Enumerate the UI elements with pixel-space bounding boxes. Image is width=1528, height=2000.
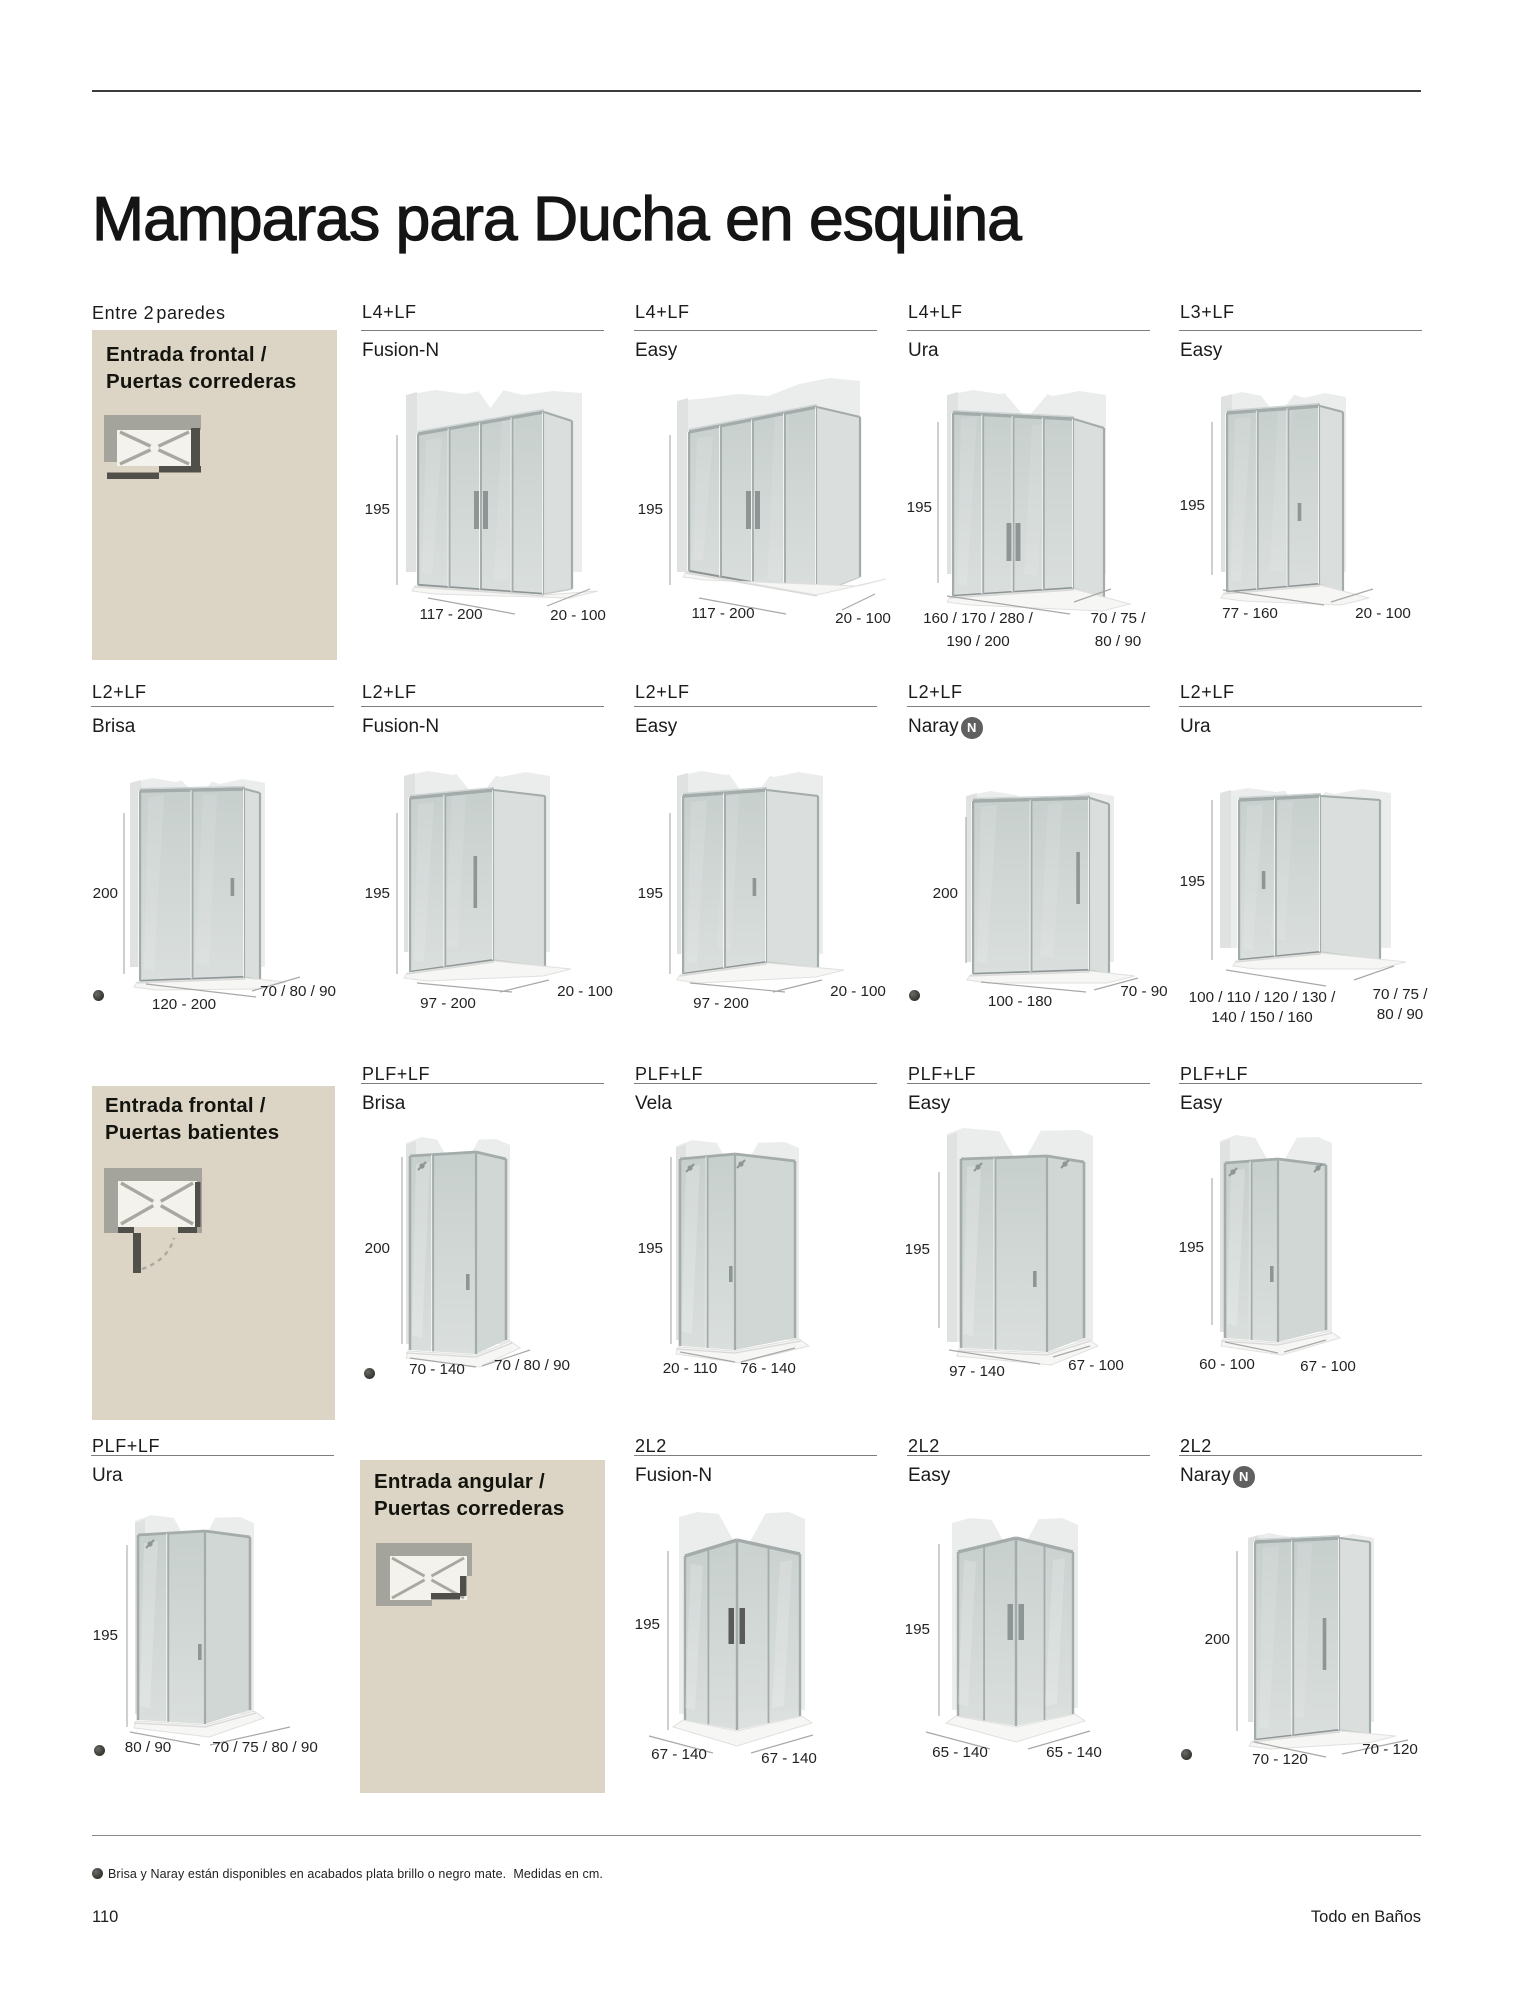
svg-text:195: 195 [906,1621,930,1638]
svg-text:97 - 200: 97 - 200 [693,995,749,1012]
svg-text:20 - 110: 20 - 110 [663,1360,718,1377]
svg-text:195: 195 [365,501,390,518]
svg-text:70 - 90: 70 - 90 [1120,983,1167,1000]
svg-text:195: 195 [638,1240,663,1257]
svg-text:80 / 90: 80 / 90 [1377,1006,1423,1023]
svg-text:70 - 120: 70 - 120 [1252,1751,1308,1768]
svg-text:67 - 100: 67 - 100 [1068,1357,1124,1374]
svg-text:195: 195 [638,885,663,902]
svg-text:140 / 150 / 160: 140 / 150 / 160 [1211,1009,1312,1026]
svg-text:67 - 140: 67 - 140 [651,1746,707,1763]
svg-text:80 / 90: 80 / 90 [125,1739,171,1756]
svg-text:100 / 110 / 120 / 130 /: 100 / 110 / 120 / 130 / [1189,989,1336,1006]
svg-text:20 - 100: 20 - 100 [835,610,891,627]
svg-text:77 - 160: 77 - 160 [1222,605,1278,622]
svg-text:70 - 120: 70 - 120 [1362,1741,1418,1758]
svg-text:200: 200 [1205,1631,1230,1648]
svg-text:70 - 140: 70 - 140 [409,1361,465,1378]
svg-text:70 / 75 /: 70 / 75 / [1091,610,1147,627]
svg-text:195: 195 [365,885,390,902]
svg-text:200: 200 [933,885,958,902]
svg-text:60 - 100: 60 - 100 [1199,1356,1255,1373]
svg-text:70 / 75 /: 70 / 75 / [1373,986,1429,1003]
svg-text:97 - 200: 97 - 200 [420,995,476,1012]
svg-text:65 - 140: 65 - 140 [932,1744,988,1761]
svg-text:117 - 200: 117 - 200 [691,605,754,622]
svg-text:70 / 80 / 90: 70 / 80 / 90 [260,983,336,1000]
svg-text:117 - 200: 117 - 200 [419,606,482,623]
svg-text:100 - 180: 100 - 180 [988,993,1052,1010]
svg-text:65 - 140: 65 - 140 [1046,1744,1102,1761]
svg-text:195: 195 [906,1241,930,1258]
svg-text:195: 195 [638,501,663,518]
svg-text:200: 200 [365,1240,390,1257]
svg-text:195: 195 [1180,873,1205,890]
svg-text:67 - 100: 67 - 100 [1300,1358,1356,1375]
svg-text:67 - 140: 67 - 140 [761,1750,817,1767]
svg-text:195: 195 [907,499,932,516]
svg-text:195: 195 [93,1627,118,1644]
svg-text:70 / 75 / 80 / 90: 70 / 75 / 80 / 90 [212,1739,318,1756]
svg-text:80 / 90: 80 / 90 [1095,633,1141,650]
svg-text:20 - 100: 20 - 100 [1355,605,1411,622]
svg-text:97 - 140: 97 - 140 [949,1363,1005,1380]
svg-text:200: 200 [93,885,118,902]
svg-text:20 - 100: 20 - 100 [557,983,613,1000]
svg-text:120 - 200: 120 - 200 [152,996,216,1013]
svg-text:160 / 170 / 280 /: 160 / 170 / 280 / [923,610,1034,627]
svg-text:190 / 200: 190 / 200 [946,633,1009,650]
svg-text:76 - 140: 76 - 140 [740,1360,796,1377]
svg-text:195: 195 [1180,497,1205,514]
svg-text:70 / 80 / 90: 70 / 80 / 90 [494,1357,570,1374]
svg-text:20 - 100: 20 - 100 [550,607,606,624]
svg-text:195: 195 [635,1616,660,1633]
svg-text:20 - 100: 20 - 100 [830,983,886,1000]
svg-text:195: 195 [1179,1239,1204,1256]
